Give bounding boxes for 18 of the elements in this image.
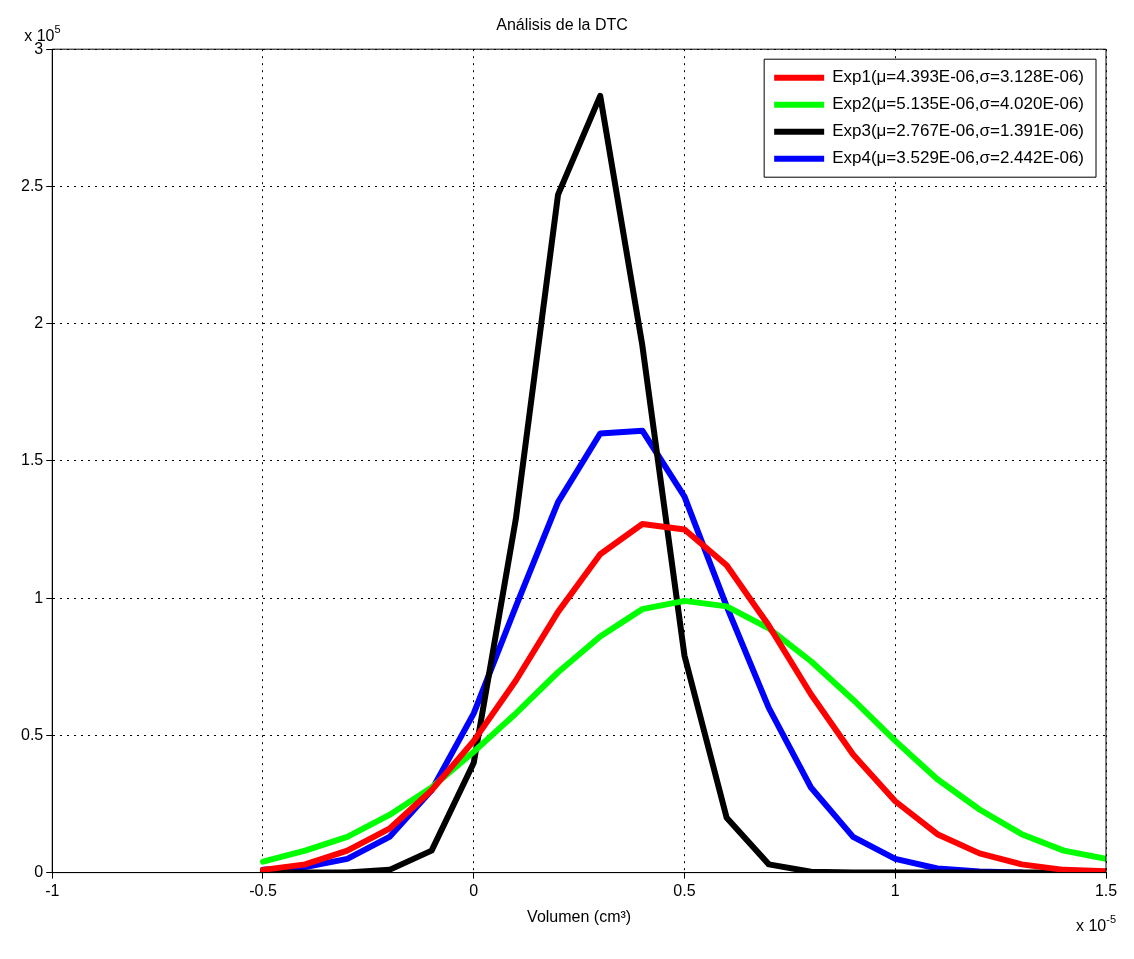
legend-label: Exp4(μ=3.529E-06,σ=2.442E-06)	[832, 148, 1085, 168]
y-tick-label: 1	[34, 588, 44, 606]
y-tick-label: 2.5	[20, 176, 44, 194]
y-tick-label: 1.5	[20, 451, 44, 469]
legend-label: Exp2(μ=5.135E-06,σ=4.020E-06)	[832, 94, 1085, 114]
x-tick-label: -0.5	[249, 881, 277, 899]
x-axis-title: Volumen (cm³)	[527, 907, 632, 925]
y-tick-label: 0	[34, 863, 44, 881]
legend-label: Exp1(μ=4.393E-06,σ=3.128E-06)	[832, 67, 1085, 87]
x-tick-label: 0	[469, 881, 479, 899]
x-tick-label: -1	[45, 881, 60, 899]
x-tick-label: 0.5	[673, 881, 696, 899]
y-tick-label: 2	[34, 314, 44, 332]
x-tick-label: 1	[890, 881, 900, 899]
y-tick-label: 0.5	[20, 725, 44, 743]
chart-title: Análisis de la DTC	[496, 16, 628, 34]
x-tick-label: 1.5	[1094, 881, 1118, 899]
legend-label: Exp3(μ=2.767E-06,σ=1.391E-06)	[832, 121, 1085, 141]
